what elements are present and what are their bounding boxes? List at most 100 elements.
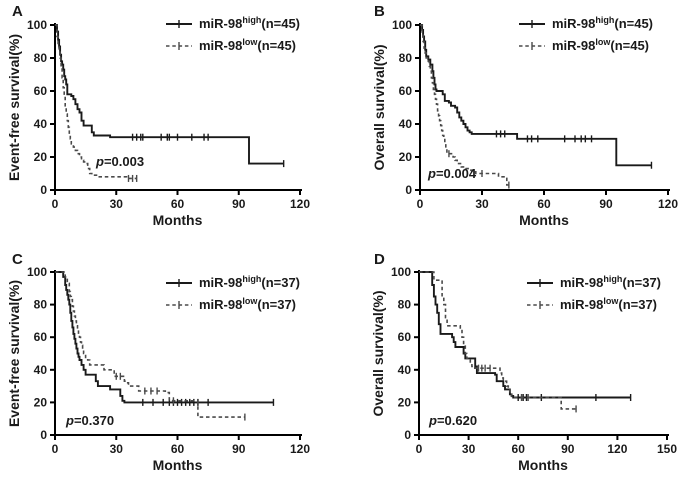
x-tick-label: 60	[512, 442, 526, 456]
y-axis-title: Event-free survival(%)	[6, 280, 22, 427]
x-tick-label: 90	[232, 442, 246, 456]
survival-curve-high	[419, 271, 631, 399]
p-value-symbol: p	[428, 413, 437, 428]
legend-label-superscript: high	[242, 15, 261, 25]
panel-label: A	[12, 3, 23, 20]
y-tick-label: 40	[34, 363, 48, 377]
legend-label: miR-98low(n=45)	[552, 37, 649, 53]
y-tick-label: 100	[27, 265, 47, 279]
x-tick-label: 0	[52, 442, 59, 456]
x-tick-label: 60	[537, 197, 551, 211]
p-value-symbol: p	[65, 413, 74, 428]
p-value: p=0.620	[428, 413, 477, 428]
p-value-number: =0.370	[74, 413, 114, 428]
y-tick-label: 80	[399, 51, 413, 65]
km-panel-b: 0 20 40 60 80 100 0 30 60 90 120 Months Overall surv…	[371, 3, 678, 228]
legend-label-superscript: low	[242, 296, 258, 306]
x-axis-title: Months	[153, 457, 203, 473]
x-axis-title: Months	[518, 457, 568, 473]
y-tick-label: 60	[398, 330, 412, 344]
legend-label: miR-98high(n=37)	[560, 274, 661, 290]
y-tick-label: 20	[398, 395, 412, 409]
legend-label: miR-98high(n=45)	[552, 15, 653, 31]
y-tick-label: 0	[40, 183, 47, 197]
km-panel-a: 0 20 40 60 80 100 0 30 60 90 120 Months Event-free s…	[6, 3, 310, 228]
y-tick-label: 60	[34, 330, 48, 344]
legend-label-superscript: low	[242, 37, 258, 47]
x-tick-label: 30	[110, 442, 124, 456]
x-axis-title: Months	[519, 212, 569, 228]
legend-label-superscript: high	[242, 274, 261, 284]
p-value: p=0.370	[65, 413, 114, 428]
survival-curve-low	[419, 271, 577, 410]
p-value-number: =0.004	[436, 166, 477, 181]
legend-label-base: miR-98	[560, 275, 603, 290]
x-tick-label: 60	[171, 197, 185, 211]
x-axis-title: Months	[153, 212, 203, 228]
y-tick-label: 20	[34, 395, 48, 409]
y-tick-label: 40	[34, 117, 48, 131]
legend-label-count: (n=45)	[257, 38, 296, 53]
legend-label-count: (n=37)	[618, 297, 657, 312]
legend-label-count: (n=37)	[622, 275, 661, 290]
p-value-number: =0.003	[104, 154, 144, 169]
legend-label-base: miR-98	[552, 38, 595, 53]
x-tick-label: 60	[171, 442, 185, 456]
km-panel-d: 0 20 40 60 80 100 0 30 60 90 120 150 Months Overall s…	[370, 251, 677, 473]
y-tick-label: 20	[34, 150, 48, 164]
legend-label-count: (n=37)	[261, 275, 300, 290]
x-tick-label: 120	[290, 442, 310, 456]
survival-curve-low	[55, 271, 245, 418]
x-tick-label: 30	[462, 442, 476, 456]
legend-label: miR-98low(n=37)	[560, 296, 657, 312]
p-value-symbol: p	[427, 166, 436, 181]
legend-label-superscript: low	[603, 296, 619, 306]
legend-label-count: (n=45)	[261, 16, 300, 31]
legend-label-superscript: high	[603, 274, 622, 284]
survival-curve-low	[420, 24, 509, 186]
legend-label-base: miR-98	[199, 16, 242, 31]
x-tick-label: 30	[110, 197, 124, 211]
legend-label: miR-98low(n=37)	[199, 296, 296, 312]
legend-label-count: (n=37)	[257, 297, 296, 312]
panel-label: C	[12, 251, 23, 268]
survival-curve-low	[55, 24, 137, 180]
panel-label: D	[374, 251, 385, 268]
y-tick-label: 40	[399, 117, 413, 131]
legend-label-base: miR-98	[560, 297, 603, 312]
legend-label-base: miR-98	[199, 275, 242, 290]
legend-label: miR-98low(n=45)	[199, 37, 296, 53]
legend-label-base: miR-98	[552, 16, 595, 31]
km-panel-c: 0 20 40 60 80 100 0 30 60 90 120 Months Event-free s…	[6, 251, 310, 473]
legend-label: miR-98high(n=45)	[199, 15, 300, 31]
p-value-symbol: p	[95, 154, 104, 169]
x-tick-label: 90	[561, 442, 575, 456]
y-tick-label: 20	[399, 150, 413, 164]
x-tick-label: 150	[657, 442, 677, 456]
y-tick-label: 40	[398, 363, 412, 377]
y-axis-title: Overall survival(%)	[371, 44, 387, 170]
p-value: p=0.003	[95, 154, 144, 169]
x-tick-label: 90	[599, 197, 613, 211]
y-tick-label: 0	[40, 428, 47, 442]
y-axis-title: Overall survival(%)	[370, 290, 386, 416]
y-tick-label: 100	[27, 18, 47, 32]
y-tick-label: 0	[405, 183, 412, 197]
legend-label-superscript: high	[595, 15, 614, 25]
y-tick-label: 0	[404, 428, 411, 442]
y-tick-label: 80	[398, 298, 412, 312]
x-tick-label: 0	[416, 442, 423, 456]
survival-curve-high	[55, 271, 274, 404]
legend-label-base: miR-98	[199, 38, 242, 53]
y-tick-label: 100	[391, 265, 411, 279]
y-tick-label: 80	[34, 298, 48, 312]
y-axis-title: Event-free survival(%)	[6, 34, 22, 181]
x-tick-label: 120	[658, 197, 678, 211]
x-tick-label: 120	[607, 442, 627, 456]
legend-label-count: (n=45)	[610, 38, 649, 53]
p-value-number: =0.620	[437, 413, 477, 428]
x-tick-label: 90	[232, 197, 246, 211]
legend-label: miR-98high(n=37)	[199, 274, 300, 290]
legend-label-superscript: low	[595, 37, 611, 47]
